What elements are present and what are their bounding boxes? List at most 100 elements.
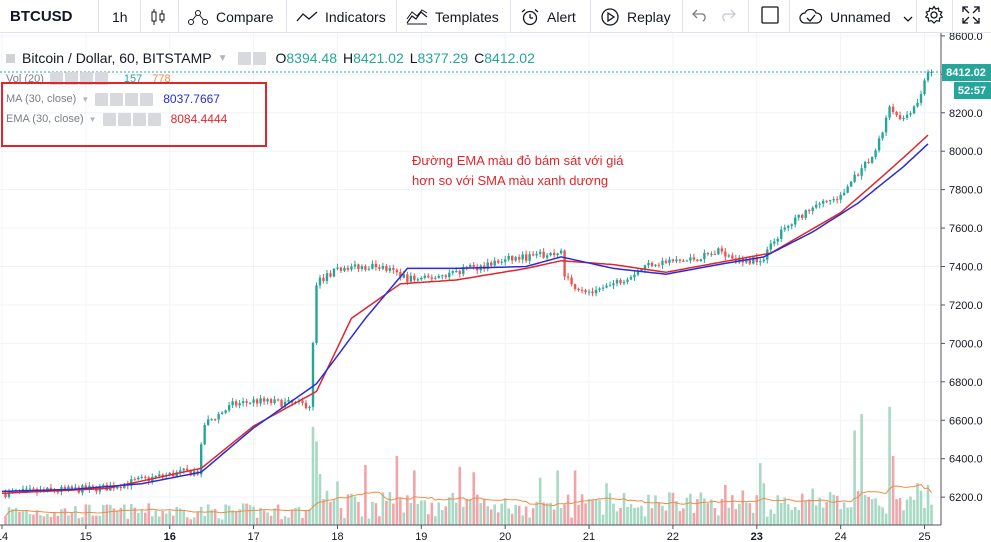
candle-body: [241, 401, 245, 404]
redo-icon: [720, 8, 736, 25]
ma-buttons[interactable]: [95, 92, 155, 106]
ma-legend: MA (30, close) ▼ 8037.7667: [6, 92, 220, 106]
candle-body: [245, 401, 248, 403]
volume-bar: [56, 515, 60, 525]
series-buttons[interactable]: [237, 51, 268, 65]
annotation-line-2: hơn so với SMA màu xanh dương: [412, 173, 609, 188]
volume-bar: [318, 474, 322, 525]
candle-body: [441, 275, 444, 277]
chart-type-button[interactable]: [150, 0, 173, 33]
plus-icon[interactable]: [79, 72, 93, 85]
candle-body: [804, 210, 807, 218]
volume-bar: [206, 504, 210, 525]
symbol-search[interactable]: BTCUSD: [10, 0, 73, 33]
volume-bar: [807, 499, 811, 525]
compare-icon: [187, 8, 209, 26]
settings-icon: [924, 5, 944, 28]
replay-label: Replay: [627, 8, 671, 25]
interval-button[interactable]: 1h: [112, 0, 128, 33]
eye-icon[interactable]: [102, 112, 116, 126]
chevron-down-icon[interactable]: ▼: [81, 94, 90, 104]
eye-icon[interactable]: [237, 51, 251, 65]
chart[interactable]: 6200.0 6400.0 6600.0 6800.0 7000.0 7200.0 7400…: [0, 33, 991, 542]
volume-bar: [717, 515, 720, 525]
layout-name-button[interactable]: Unnamed: [799, 0, 913, 33]
volume-bar: [835, 495, 839, 525]
volume-bar: [877, 505, 881, 525]
candle-body: [731, 255, 734, 259]
volume-bar: [280, 519, 283, 525]
candle-body: [371, 263, 374, 269]
gear-icon[interactable]: [110, 92, 124, 106]
candle-body: [828, 200, 832, 202]
candle-body: [140, 476, 143, 478]
time-axis[interactable]: 14 15 16 17 18 19 20 21 22 23 24 25: [0, 524, 941, 542]
volume-bar: [685, 497, 689, 525]
volume-bar: [399, 498, 402, 525]
price-tick-label: 7600.0: [949, 223, 983, 235]
volume-bar: [671, 492, 675, 525]
symbol-label: BTCUSD: [10, 8, 73, 25]
candle-body: [783, 227, 786, 230]
volume-bar: [227, 505, 231, 525]
volume-bar: [413, 470, 416, 525]
eye-icon[interactable]: [49, 72, 63, 85]
alert-button[interactable]: Alert: [520, 0, 576, 33]
chevron-down-icon[interactable]: ▼: [88, 114, 97, 124]
plus-icon[interactable]: [132, 112, 146, 126]
eye-icon[interactable]: [95, 92, 109, 106]
fullscreen-button[interactable]: [962, 0, 980, 33]
volume-buttons[interactable]: [49, 72, 110, 85]
close-label: C: [474, 50, 485, 66]
volume-bar: [294, 507, 297, 525]
gear-icon[interactable]: [117, 112, 131, 126]
price-axis[interactable]: 6200.0 6400.0 6600.0 6800.0 7000.0 7200.0 7400…: [940, 33, 991, 542]
volume-bar: [535, 501, 538, 525]
time-tick-label: 21: [583, 531, 595, 542]
replay-button[interactable]: Replay: [600, 0, 671, 33]
volume-bar: [545, 503, 549, 525]
candle-body: [622, 281, 626, 284]
indicators-button[interactable]: Indicators: [296, 0, 386, 33]
candle-body: [444, 275, 447, 278]
gear-icon[interactable]: [252, 51, 266, 65]
volume-bar: [304, 510, 308, 525]
volume-bar: [765, 516, 769, 525]
close-icon[interactable]: [140, 92, 154, 106]
candle-body: [524, 254, 528, 261]
volume-bar: [360, 516, 364, 525]
volume-bar: [423, 500, 427, 525]
plus-icon[interactable]: [125, 92, 139, 106]
time-tick-label: 14: [0, 531, 8, 542]
undo-button[interactable]: [692, 0, 708, 33]
volume-bar: [566, 494, 570, 525]
candle-body: [678, 259, 682, 261]
volume-bar: [440, 510, 444, 525]
settings-button[interactable]: [924, 0, 944, 33]
candle-body: [825, 200, 828, 202]
volume-bar: [772, 513, 776, 525]
redo-button[interactable]: [720, 0, 736, 33]
time-tick-label: 15: [80, 531, 92, 542]
templates-button[interactable]: Templates: [406, 0, 499, 33]
compare-button[interactable]: Compare: [187, 0, 274, 33]
candle-body: [821, 200, 825, 204]
chevron-down-icon[interactable]: ▼: [217, 52, 228, 64]
layout-button[interactable]: [761, 0, 779, 33]
candle-body: [787, 225, 790, 228]
gear-icon[interactable]: [64, 72, 78, 85]
volume-bar: [650, 508, 654, 525]
volume-bar: [507, 508, 510, 525]
ema-buttons[interactable]: [102, 112, 163, 126]
candle-body: [839, 194, 842, 200]
candle-body: [898, 115, 902, 120]
candle-body: [158, 474, 161, 477]
close-icon[interactable]: [147, 112, 161, 126]
candle-body: [643, 265, 647, 270]
indicators-icon: [296, 10, 318, 24]
price-tick-label: 7400.0: [949, 262, 983, 274]
close-icon[interactable]: [94, 72, 108, 85]
volume-bar: [549, 502, 552, 525]
volume-bar: [503, 498, 507, 525]
candle-body: [63, 487, 67, 490]
